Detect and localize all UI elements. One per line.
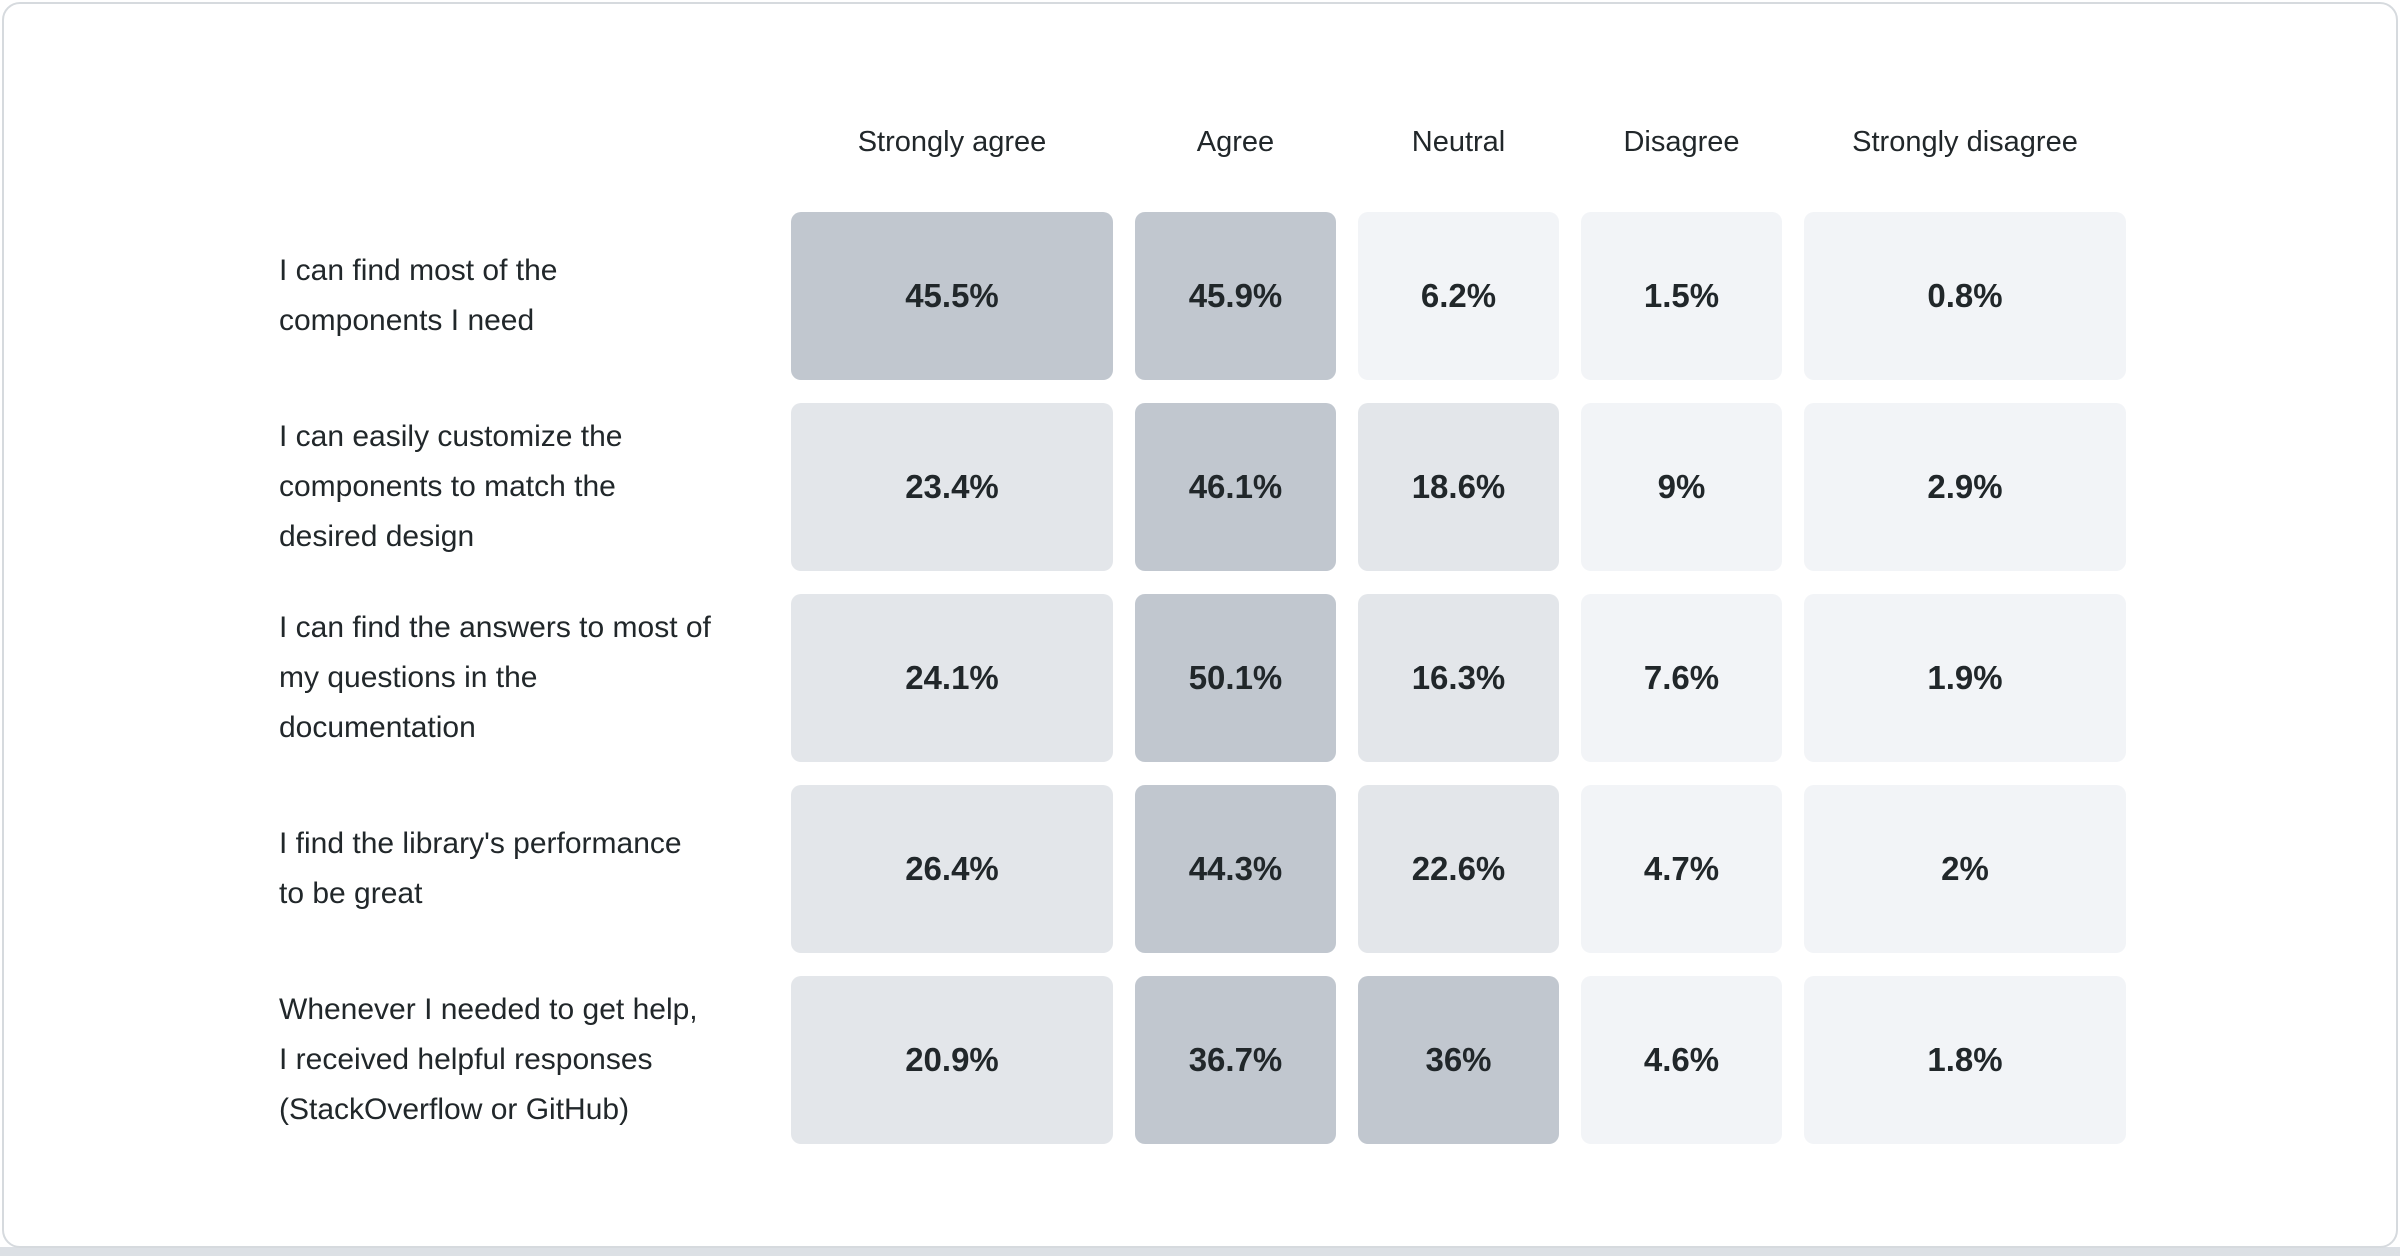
- heatmap-table: Strongly agree Agree Neutral Disagree Strong…: [279, 96, 2126, 1144]
- heatmap-cell-r2-c3: 18.6%: [1358, 403, 1559, 571]
- heatmap-cell-r3-c3: 16.3%: [1358, 594, 1559, 762]
- heatmap-cell-r4-c4: 4.7%: [1581, 785, 1782, 953]
- heatmap-cell-r5-c1: 20.9%: [791, 976, 1113, 1144]
- table-corner-spacer: [279, 96, 769, 189]
- column-header-strongly-agree: Strongly agree: [857, 126, 1047, 158]
- row-label-1: I can find most of the components I need: [279, 254, 558, 337]
- heatmap-cell-r5-c5: 1.8%: [1804, 976, 2126, 1144]
- heatmap-cell-r4-c1: 26.4%: [791, 785, 1113, 953]
- heatmap-cell-r3-c4: 7.6%: [1581, 594, 1782, 762]
- column-header-neutral: Neutral: [1411, 126, 1506, 158]
- column-header-agree: Agree: [1196, 126, 1275, 158]
- heatmap-cell-r1-c3: 6.2%: [1358, 212, 1559, 380]
- heatmap-cell-r2-c1: 23.4%: [791, 403, 1113, 571]
- heatmap-cell-r2-c5: 2.9%: [1804, 403, 2126, 571]
- heatmap-cell-r1-c5: 0.8%: [1804, 212, 2126, 380]
- heatmap-cell-r1-c2: 45.9%: [1135, 212, 1336, 380]
- row-label-3: I can find the answers to most of my que…: [279, 611, 711, 744]
- heatmap-cell-r3-c1: 24.1%: [791, 594, 1113, 762]
- column-header-disagree: Disagree: [1623, 126, 1740, 158]
- heatmap-cell-r5-c3: 36%: [1358, 976, 1559, 1144]
- heatmap-cell-r1-c1: 45.5%: [791, 212, 1113, 380]
- heatmap-cell-r5-c2: 36.7%: [1135, 976, 1336, 1144]
- column-header-strongly-disagree: Strongly disagree: [1852, 126, 2078, 158]
- row-label-4: I find the library's performance to be g…: [279, 827, 682, 910]
- heatmap-cell-r2-c4: 9%: [1581, 403, 1782, 571]
- heatmap-cell-r4-c2: 44.3%: [1135, 785, 1336, 953]
- heatmap-cell-r4-c3: 22.6%: [1358, 785, 1559, 953]
- heatmap-cell-r1-c4: 1.5%: [1581, 212, 1782, 380]
- heatmap-cell-r3-c5: 1.9%: [1804, 594, 2126, 762]
- heatmap-cell-r3-c2: 50.1%: [1135, 594, 1336, 762]
- page-bottom-strip: [0, 1247, 2400, 1256]
- row-label-5: Whenever I needed to get help, I receive…: [279, 993, 698, 1126]
- heatmap-cell-r4-c5: 2%: [1804, 785, 2126, 953]
- heatmap-cell-r2-c2: 46.1%: [1135, 403, 1336, 571]
- heatmap-cell-r5-c4: 4.6%: [1581, 976, 1782, 1144]
- row-label-2: I can easily customize the components to…: [279, 420, 623, 553]
